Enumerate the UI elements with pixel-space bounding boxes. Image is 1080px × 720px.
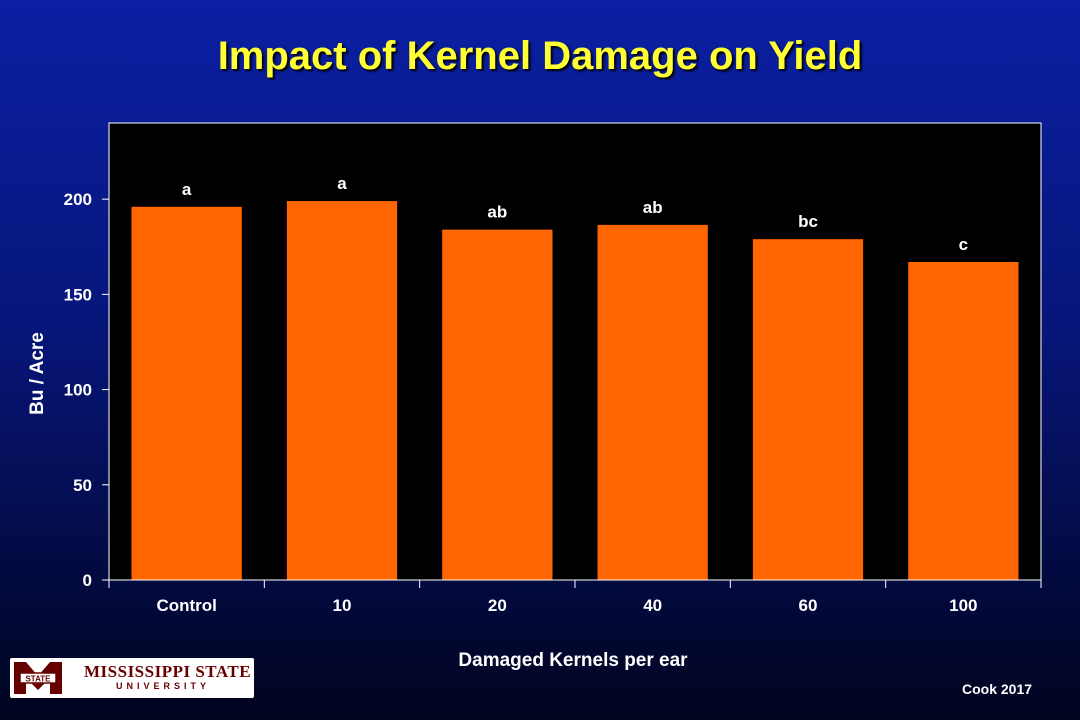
bar-40 xyxy=(597,224,708,580)
significance-label: a xyxy=(182,180,192,199)
bar-20 xyxy=(442,229,553,580)
mississippi-state-m-logo: STATE xyxy=(12,660,64,696)
x-tick-label: 20 xyxy=(488,596,507,615)
y-tick-label: 150 xyxy=(64,285,92,304)
significance-label: ab xyxy=(643,198,663,217)
x-tick-label: 10 xyxy=(333,596,352,615)
university-logo: STATE MISSISSIPPI STATE UNIVERSITY xyxy=(10,658,254,698)
x-tick-label: Control xyxy=(156,596,216,615)
y-tick-label: 0 xyxy=(83,571,92,590)
y-tick-label: 100 xyxy=(64,381,92,400)
significance-label: bc xyxy=(798,212,818,231)
logo-name: MISSISSIPPI STATE xyxy=(84,662,252,681)
y-tick-label: 50 xyxy=(73,476,92,495)
y-axis-label: Bu / Acre xyxy=(27,332,48,415)
bar-10 xyxy=(286,201,398,580)
y-tick-label: 200 xyxy=(64,190,92,209)
bar-60 xyxy=(752,239,864,580)
significance-label: ab xyxy=(487,203,507,222)
x-tick-label: 60 xyxy=(799,596,818,615)
plot-area xyxy=(108,122,1042,581)
significance-label: a xyxy=(337,174,347,193)
credit-text: Cook 2017 xyxy=(962,681,1033,697)
bar-control xyxy=(131,206,242,581)
logo-mark-text: STATE xyxy=(25,675,51,684)
bar-100 xyxy=(908,262,1019,580)
x-axis-label: Damaged Kernels per ear xyxy=(458,650,688,671)
x-tick-label: 100 xyxy=(949,596,977,615)
logo-subtitle: UNIVERSITY xyxy=(116,681,211,691)
slide-title: Impact of Kernel Damage on Yield xyxy=(217,34,863,78)
x-tick-label: 40 xyxy=(643,596,662,615)
significance-label: c xyxy=(959,235,968,254)
